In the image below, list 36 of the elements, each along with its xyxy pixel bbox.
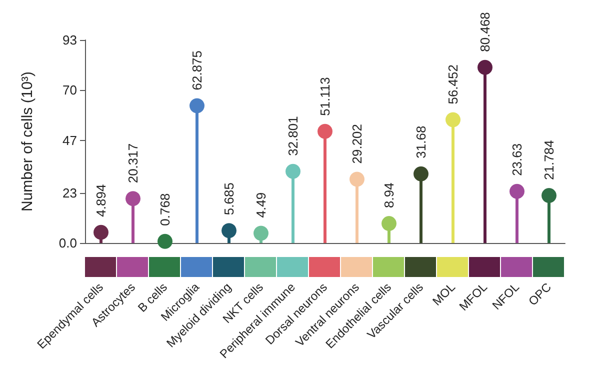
point <box>254 226 268 241</box>
y-tick-label: 23 <box>62 185 77 200</box>
data-label: 8.94 <box>382 182 396 208</box>
data-label: 20.317 <box>126 143 140 184</box>
point <box>126 191 140 206</box>
point <box>190 98 204 114</box>
data-label: 21.784 <box>542 140 556 180</box>
point <box>94 224 108 240</box>
point <box>478 60 492 75</box>
y-tick-label: 47 <box>62 132 77 148</box>
point <box>446 112 460 128</box>
y-tick-label: 0.0 <box>58 236 77 250</box>
data-label: 80.468 <box>478 12 492 52</box>
y-tick-label: 93 <box>62 32 77 48</box>
data-label: 62.875 <box>190 50 204 90</box>
point <box>158 234 172 249</box>
data-label: 23.63 <box>510 143 524 176</box>
data-label: 4.49 <box>254 192 268 218</box>
point <box>382 216 396 231</box>
data-label: 31.68 <box>414 126 428 158</box>
point <box>286 164 300 179</box>
point <box>318 124 332 139</box>
data-label: 32.801 <box>286 116 300 156</box>
data-label: 0.768 <box>158 193 172 226</box>
point <box>510 184 524 199</box>
data-label: 29.202 <box>350 124 364 164</box>
data-label: 4.894 <box>94 184 108 217</box>
y-tick-label: 70 <box>62 82 77 98</box>
y-axis-title: Number of cells (10³) <box>19 71 36 212</box>
data-label: 5.685 <box>222 182 236 216</box>
data-label: 56.452 <box>446 64 460 104</box>
point <box>414 166 428 182</box>
point <box>350 172 364 187</box>
point <box>222 223 236 238</box>
point <box>542 188 556 203</box>
data-label: 51.113 <box>318 77 332 116</box>
